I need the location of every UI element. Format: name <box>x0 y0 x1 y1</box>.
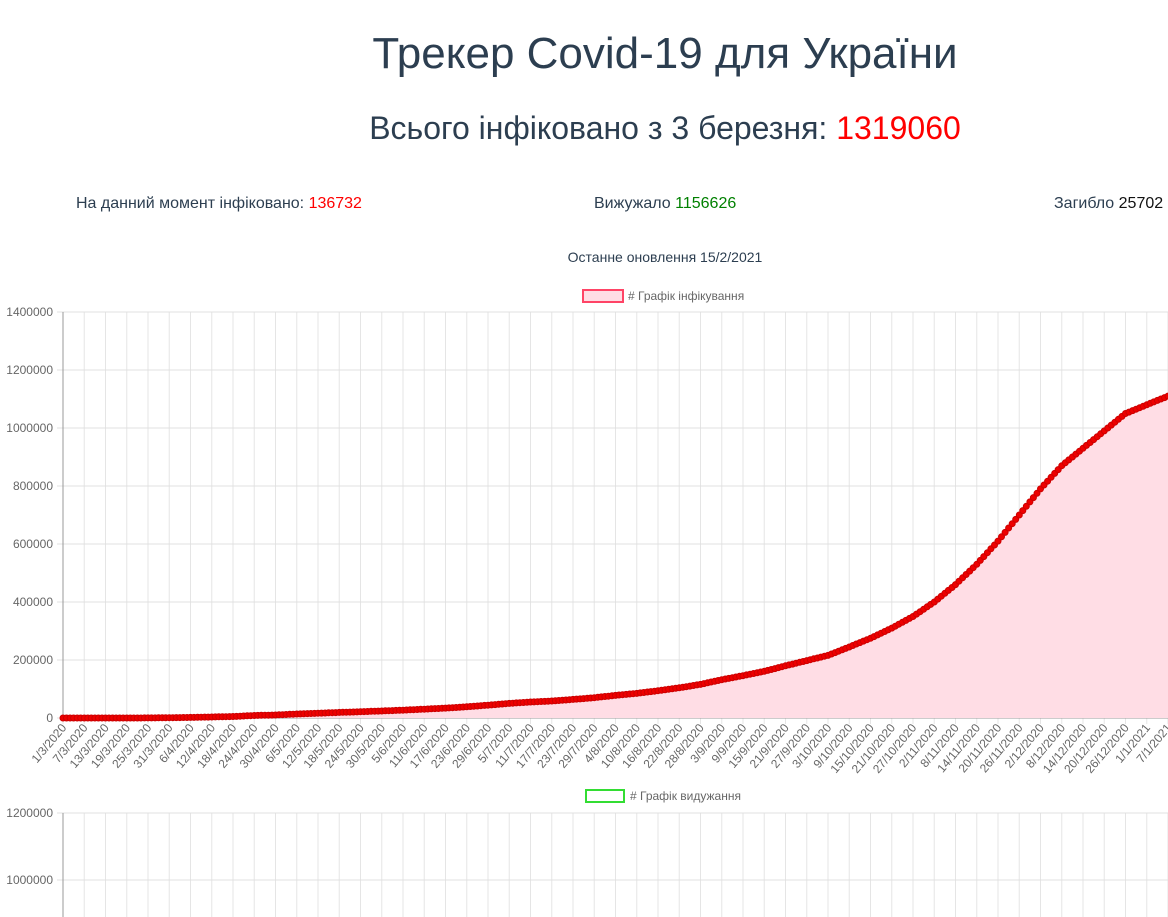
legend-label-recovered: # Графік видужання <box>630 789 741 803</box>
active-cases-stat: На данний момент інфіковано: 136732 <box>76 194 362 214</box>
last-updated: Останне оновлення 15/2/2021 <box>567 249 763 265</box>
y-tick-label: 1000000 <box>6 421 53 435</box>
legend-swatch-infected <box>582 289 624 303</box>
infected-point <box>1001 528 1009 536</box>
y-tick-label: 800000 <box>13 479 53 493</box>
y-tick-label: 1200000 <box>6 363 53 377</box>
total-infected-label: Всього інфіковано з 3 березня: <box>369 110 837 146</box>
y-tick-label: 0 <box>46 711 53 725</box>
recovered-stat: Вижужало 1156626 <box>594 194 736 214</box>
infected-point <box>1015 511 1023 519</box>
deaths-label: Загибло <box>1054 195 1119 212</box>
infected-area <box>63 396 1168 718</box>
page-title: Трекер Covid-19 для України <box>372 29 958 78</box>
y-tick-label: 1400000 <box>6 305 53 319</box>
infected-point <box>1022 502 1030 510</box>
deaths-stat: Загибло 25702 <box>1054 194 1163 214</box>
infected-point <box>998 533 1005 541</box>
legend-label-infected: # Графік інфікування <box>628 289 744 303</box>
recovered-value: 1156626 <box>675 195 737 212</box>
y-tick-label: 400000 <box>13 595 53 609</box>
active-cases-value: 136732 <box>308 195 362 212</box>
y-tick-label: 600000 <box>13 537 53 551</box>
total-infected-value: 1319060 <box>836 110 961 146</box>
y-tick-label-2: 1000000 <box>6 873 53 887</box>
recovered-label: Вижужало <box>594 195 676 212</box>
total-infected-heading: Всього інфіковано з 3 березня: 1319060 <box>0 106 1168 150</box>
infected-point <box>1164 392 1168 400</box>
infected-point <box>1005 524 1013 532</box>
y-tick-label: 200000 <box>13 653 53 667</box>
active-cases-label: На данний момент інфіковано: <box>76 195 309 212</box>
legend-swatch-recovered <box>585 789 625 803</box>
infected-point <box>1012 515 1020 523</box>
deaths-value: 25702 <box>1118 195 1164 212</box>
infected-point <box>1033 489 1041 497</box>
y-tick-label-2: 1200000 <box>6 806 53 820</box>
